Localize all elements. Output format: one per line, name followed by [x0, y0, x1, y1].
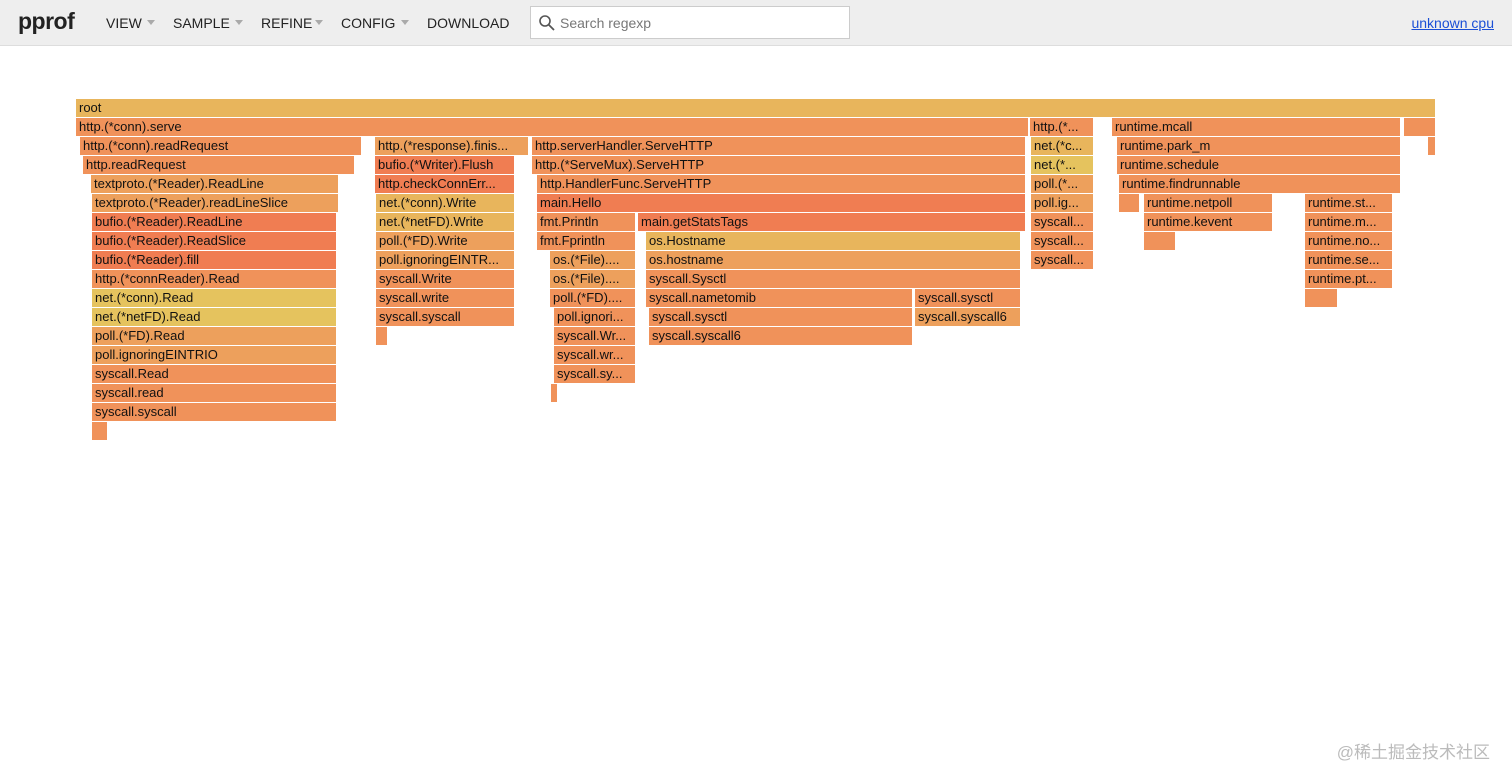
flame-frame[interactable] — [1119, 194, 1140, 212]
flame-frame[interactable]: poll.(*... — [1031, 175, 1094, 193]
flame-frame[interactable]: runtime.pt... — [1305, 270, 1393, 288]
flame-frame[interactable]: syscall.syscall — [92, 403, 337, 421]
menu-item[interactable]: CONFIG — [341, 15, 396, 31]
flame-frame[interactable]: http.(*connReader).Read — [92, 270, 337, 288]
flame-frame[interactable]: syscall.read — [92, 384, 337, 402]
flame-frame[interactable]: runtime.no... — [1305, 232, 1393, 250]
flame-frame[interactable]: main.Hello — [537, 194, 1026, 212]
flame-frame[interactable]: textproto.(*Reader).readLineSlice — [92, 194, 339, 212]
flame-frame[interactable]: syscall.syscall6 — [649, 327, 913, 345]
flame-frame[interactable]: net.(*netFD).Write — [376, 213, 515, 231]
flame-frame[interactable]: http.(*... — [1030, 118, 1094, 136]
flame-frame[interactable] — [1404, 118, 1436, 136]
search-placeholder: Search regexp — [560, 15, 652, 31]
flame-frame[interactable]: net.(*... — [1031, 156, 1094, 174]
flame-frame[interactable] — [1305, 289, 1338, 307]
dropdown-arrow — [315, 20, 323, 25]
flame-frame[interactable]: http.checkConnErr... — [375, 175, 515, 193]
flame-frame[interactable]: syscall.write — [376, 289, 515, 307]
flame-frame[interactable]: poll.(*FD).... — [550, 289, 636, 307]
flame-frame[interactable]: http.HandlerFunc.ServeHTTP — [537, 175, 1026, 193]
flame-frame[interactable]: syscall.nametomib — [646, 289, 913, 307]
flame-frame[interactable]: bufio.(*Reader).fill — [92, 251, 337, 269]
flame-frame[interactable] — [1144, 232, 1176, 250]
flame-frame[interactable]: http.serverHandler.ServeHTTP — [532, 137, 1026, 155]
flame-frame[interactable]: syscall... — [1031, 213, 1094, 231]
flame-frame[interactable]: runtime.mcall — [1112, 118, 1401, 136]
flame-frame[interactable] — [376, 327, 388, 345]
flame-frame[interactable]: http.(*response).finis... — [375, 137, 529, 155]
flame-frame[interactable]: poll.ignori... — [554, 308, 636, 326]
dropdown-arrow — [147, 20, 155, 25]
flame-frame[interactable]: poll.(*FD).Read — [92, 327, 337, 345]
flame-frame[interactable]: os.(*File).... — [550, 251, 636, 269]
flame-frame[interactable]: runtime.netpoll — [1144, 194, 1273, 212]
flame-frame[interactable]: runtime.schedule — [1117, 156, 1401, 174]
flame-frame[interactable]: syscall.Sysctl — [646, 270, 1021, 288]
flame-frame[interactable]: bufio.(*Writer).Flush — [375, 156, 515, 174]
flame-frame[interactable]: runtime.findrunnable — [1119, 175, 1401, 193]
flame-frame[interactable]: syscall.Wr... — [554, 327, 636, 345]
flame-frame[interactable]: syscall.sysctl — [915, 289, 1021, 307]
flame-frame[interactable] — [92, 422, 108, 440]
flame-frame[interactable]: os.(*File).... — [550, 270, 636, 288]
flame-frame[interactable]: runtime.m... — [1305, 213, 1393, 231]
flame-frame[interactable]: syscall.Read — [92, 365, 337, 383]
dropdown-arrow — [401, 20, 409, 25]
flame-frame[interactable]: runtime.kevent — [1144, 213, 1273, 231]
flame-frame[interactable]: http.(*ServeMux).ServeHTTP — [532, 156, 1026, 174]
flame-frame[interactable] — [551, 384, 558, 402]
flame-frame[interactable]: bufio.(*Reader).ReadSlice — [92, 232, 337, 250]
flame-frame[interactable]: syscall... — [1031, 251, 1094, 269]
flame-frame[interactable]: syscall.syscall — [376, 308, 515, 326]
flame-frame[interactable]: net.(*conn).Read — [92, 289, 337, 307]
flame-frame[interactable]: syscall.sy... — [554, 365, 636, 383]
flame-frame[interactable]: http.readRequest — [83, 156, 355, 174]
flame-frame[interactable]: runtime.se... — [1305, 251, 1393, 269]
flame-frame[interactable]: http.(*conn).readRequest — [80, 137, 362, 155]
flame-frame[interactable]: syscall.Write — [376, 270, 515, 288]
menu-item[interactable]: DOWNLOAD — [427, 15, 510, 31]
cpu-link[interactable]: unknown cpu — [1411, 15, 1494, 31]
flame-frame[interactable]: bufio.(*Reader).ReadLine — [92, 213, 337, 231]
flame-frame[interactable]: syscall... — [1031, 232, 1094, 250]
flame-frame[interactable]: fmt.Fprintln — [537, 232, 636, 250]
flame-frame[interactable]: os.Hostname — [646, 232, 1021, 250]
flame-frame[interactable]: net.(*conn).Write — [376, 194, 515, 212]
search-box[interactable]: Search regexp — [530, 6, 850, 39]
toolbar: pprof VIEW SAMPLE REFINE CONFIG DOWNLOAD… — [0, 0, 1512, 46]
flame-frame[interactable]: net.(*netFD).Read — [92, 308, 337, 326]
menu-item[interactable]: SAMPLE — [173, 15, 230, 31]
menu-item[interactable]: VIEW — [106, 15, 142, 31]
flame-frame[interactable]: fmt.Println — [537, 213, 636, 231]
flame-frame[interactable]: poll.ignoringEINTR... — [376, 251, 515, 269]
logo: pprof — [18, 8, 75, 34]
flame-frame[interactable]: syscall.sysctl — [649, 308, 913, 326]
menu-item[interactable]: REFINE — [261, 15, 313, 31]
flame-frame[interactable]: runtime.park_m — [1117, 137, 1401, 155]
flame-frame[interactable]: net.(*c... — [1031, 137, 1094, 155]
flame-frame[interactable]: syscall.wr... — [554, 346, 636, 364]
flame-frame[interactable]: http.(*conn).serve — [76, 118, 1029, 136]
dropdown-arrow — [235, 20, 243, 25]
flame-frame[interactable]: poll.ig... — [1031, 194, 1094, 212]
flame-frame[interactable]: root — [76, 99, 1436, 117]
search-icon — [539, 15, 555, 31]
flame-frame[interactable]: runtime.st... — [1305, 194, 1393, 212]
flame-frame[interactable]: os.hostname — [646, 251, 1021, 269]
flame-frame[interactable]: main.getStatsTags — [638, 213, 1026, 231]
flame-frame[interactable]: syscall.syscall6 — [915, 308, 1021, 326]
flame-frame[interactable]: poll.ignoringEINTRIO — [92, 346, 337, 364]
flame-frame[interactable]: poll.(*FD).Write — [376, 232, 515, 250]
flame-frame[interactable]: textproto.(*Reader).ReadLine — [91, 175, 339, 193]
watermark: @稀土掘金技术社区 — [1336, 743, 1490, 762]
flame-frame[interactable] — [1428, 137, 1436, 155]
